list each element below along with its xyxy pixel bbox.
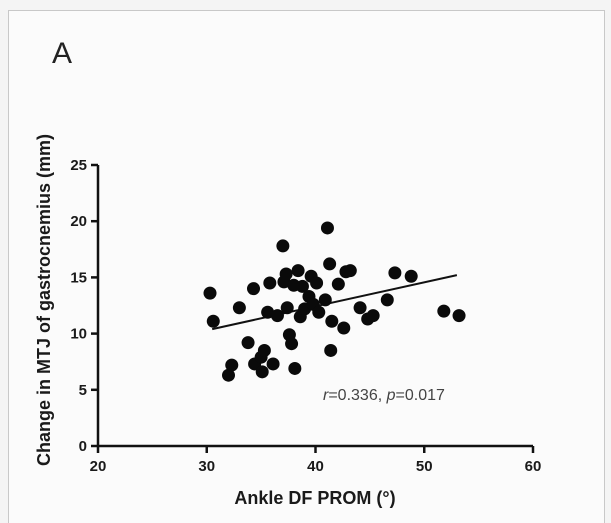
y-tick-label: 5 (79, 382, 87, 399)
correlation-annotation: r=0.336, p=0.017 (323, 387, 445, 404)
x-axis-title: Ankle DF PROM (°) (234, 488, 395, 508)
data-point (310, 276, 324, 290)
data-point (331, 277, 345, 291)
data-point (280, 301, 294, 315)
data-point (388, 266, 402, 280)
data-point (241, 336, 255, 350)
data-point (452, 309, 466, 323)
data-point (285, 337, 299, 351)
r-symbol: r (323, 387, 329, 404)
x-tick-label: 20 (90, 458, 107, 475)
y-axis-title: Change in MTJ of gastrocnemius (mm) (34, 134, 54, 466)
x-tick-label: 40 (307, 458, 324, 475)
data-point (295, 279, 309, 293)
y-tick-label: 20 (70, 213, 87, 230)
tick-labels: 20 30 40 50 60 0 5 10 15 20 25 (70, 157, 541, 475)
data-point (279, 267, 293, 281)
data-point (255, 365, 269, 379)
data-point (288, 361, 302, 375)
p-value: =0.017 (396, 387, 445, 404)
data-point (206, 314, 220, 328)
x-tick-label: 60 (525, 458, 542, 475)
data-point (270, 309, 284, 323)
data-point (225, 358, 239, 372)
data-point (257, 343, 271, 357)
data-point (366, 309, 380, 323)
data-point (380, 293, 394, 307)
data-point (232, 301, 246, 315)
data-point (266, 357, 280, 371)
data-point (404, 269, 418, 283)
data-point (312, 305, 326, 319)
y-tick-label: 0 (79, 438, 87, 455)
regression-line (211, 274, 458, 331)
data-point (291, 264, 305, 278)
data-points (203, 221, 466, 382)
x-tick-label: 50 (416, 458, 433, 475)
data-point (353, 301, 367, 315)
panel-label: A (52, 37, 73, 70)
data-point (263, 276, 277, 290)
data-point (203, 286, 217, 300)
data-point (343, 264, 357, 278)
data-point (247, 282, 261, 296)
axes (91, 163, 535, 453)
data-point (222, 368, 235, 382)
p-symbol: p (386, 387, 396, 404)
data-point (337, 321, 351, 335)
y-tick-label: 10 (70, 326, 87, 343)
y-tick-label: 25 (70, 157, 87, 174)
data-point (325, 314, 339, 328)
figure-frame (8, 10, 605, 523)
data-point (318, 293, 332, 307)
y-tick-label: 15 (70, 269, 87, 286)
data-point (261, 305, 275, 319)
x-tick-label: 30 (198, 458, 215, 475)
data-point (276, 239, 290, 253)
data-point (437, 304, 451, 318)
r-value: =0.336, (328, 387, 386, 404)
data-point (320, 221, 334, 235)
data-point (323, 257, 337, 271)
data-point (324, 343, 338, 357)
